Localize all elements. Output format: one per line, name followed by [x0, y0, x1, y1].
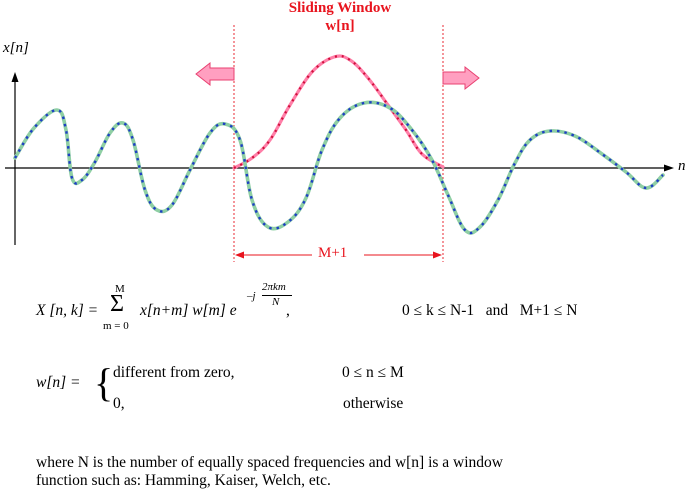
- stft-exponent-denominator: N: [272, 296, 280, 308]
- window-span-right-arrowhead: [433, 251, 442, 259]
- stft-lhs: X [n, k] =: [36, 302, 99, 319]
- stft-exponent-numerator: 2πkm: [262, 281, 286, 293]
- stft-sum-upper: M: [115, 283, 125, 295]
- sliding-window-diagram: [5, 25, 674, 262]
- window-def-case2-condition: otherwise: [343, 395, 404, 412]
- slide-left-arrow-icon: [195, 61, 235, 87]
- window-def-lhs: w[n] =: [36, 374, 81, 391]
- window-span-label: M+1: [318, 245, 348, 261]
- slide-right-arrow-icon: [442, 65, 480, 91]
- signal-curve-dots: [13, 101, 664, 235]
- window-curve-dots: [233, 54, 444, 169]
- stft-exponent-fraction-bar: [262, 295, 292, 296]
- stft-sum-lower: m = 0: [103, 320, 129, 332]
- window-curve: [232, 54, 445, 170]
- x-axis-label: n: [678, 158, 686, 174]
- window-span-left-arrowhead: [235, 251, 244, 259]
- x-axis-arrowhead: [664, 164, 674, 172]
- window-def-case1-text: different from zero,: [113, 364, 235, 381]
- diagram-title-line2: w[n]: [325, 18, 355, 34]
- stft-body: x[n+m] w[m] e: [140, 302, 237, 319]
- window-def-brace: {: [94, 360, 114, 405]
- window-def-case2-text: 0,: [113, 395, 125, 412]
- y-axis-arrowhead: [11, 72, 19, 82]
- diagram-title-line1: Sliding Window: [288, 0, 392, 16]
- stft-sum-symbol: Σ: [110, 291, 124, 317]
- stft-comma: ,: [286, 302, 290, 319]
- note-line1: where N is the number of equally spaced …: [36, 454, 503, 471]
- stft-condition: 0 ≤ k ≤ N-1 and M+1 ≤ N: [402, 302, 578, 319]
- note-line2: function such as: Hamming, Kaiser, Welch…: [36, 472, 331, 489]
- stft-exponent-prefix: –j: [247, 290, 256, 302]
- window-def-case1-condition: 0 ≤ n ≤ M: [342, 364, 404, 381]
- y-axis-label: x[n]: [3, 40, 29, 56]
